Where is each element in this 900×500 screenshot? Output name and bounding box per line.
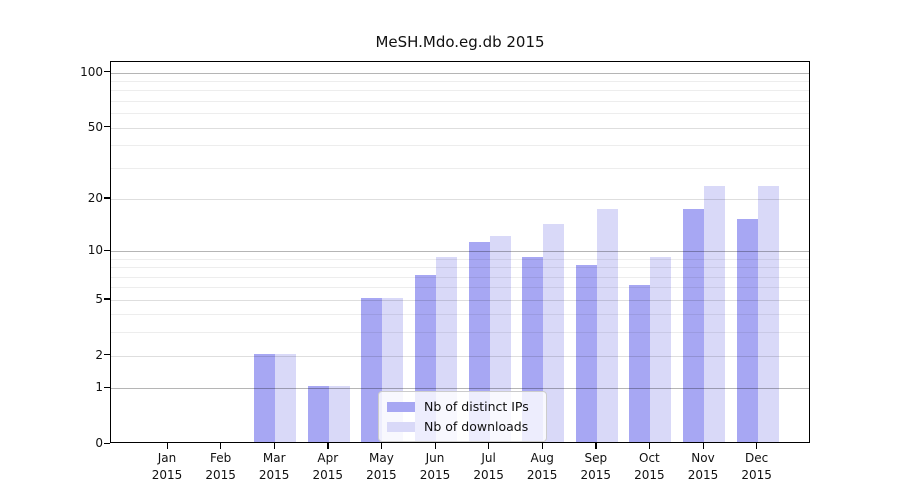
x-tick-label-dec: Dec 2015 [725,450,789,483]
bar-downloads-mar [275,353,297,442]
x-tick-year: 2015 [151,467,183,482]
bar-distinct-ips-sep [575,265,597,442]
y-tick-mark-1 [104,386,110,388]
y-tick-label-5: 5 [95,291,103,306]
y-tick-mark-100 [104,71,110,73]
x-tick-mark-jun [434,443,436,449]
x-tick-label-mar: Mar 2015 [242,450,306,483]
y-tick-label-100: 100 [80,64,103,79]
y-tick-mark-20 [104,197,110,199]
x-tick-year: 2015 [473,467,504,482]
x-tick-label-sep: Sep 2015 [564,450,628,483]
x-tick-year: 2015 [312,467,344,482]
x-tick-year: 2015 [205,467,236,482]
y-tick-label-50: 50 [87,119,103,134]
x-tick-year: 2015 [687,467,719,482]
bar-distinct-ips-oct [629,285,651,442]
bar-downloads-sep [596,209,618,442]
legend-item-distinct-ips: Nb of distinct IPs [387,399,536,414]
bar-distinct-ips-mar [254,353,276,442]
x-tick-mark-dec [756,443,758,449]
x-tick-year: 2015 [258,467,290,482]
x-tick-year: 2015 [526,467,558,482]
x-tick-mark-oct [648,443,651,449]
x-tick-label-jan: Jan 2015 [135,450,199,483]
y-tick-mark-0 [104,442,110,444]
y-tick-mark-10 [104,249,110,251]
y-tick-label-10: 10 [87,243,103,257]
bar-downloads-apr [328,386,350,442]
x-tick-label-jun: Jun 2015 [403,450,467,483]
bar-downloads-dec [757,186,779,442]
legend-swatch-distinct-ips [387,401,415,412]
bar-distinct-ips-dec [736,218,758,442]
x-tick-mark-sep [595,443,597,449]
x-tick-label-aug: Aug 2015 [510,450,574,483]
y-tick-label-0: 0 [95,436,103,450]
x-tick-mark-aug [541,443,543,449]
bar-downloads-jul [489,235,511,442]
bar-distinct-ips-may [361,297,383,442]
legend-item-downloads: Nb of downloads [387,419,536,434]
x-tick-label-feb: Feb 2015 [189,450,253,483]
y-tick-mark-50 [104,126,110,128]
legend-label-downloads: Nb of downloads [424,419,529,434]
y-tick-label-2: 2 [95,347,103,362]
x-tick-label-may: May 2015 [349,450,413,483]
legend: Nb of distinct IPs Nb of downloads [378,391,547,442]
x-tick-year: 2015 [366,467,397,482]
y-tick-mark-2 [104,354,110,356]
legend-swatch-downloads [387,421,415,432]
x-tick-label-jul: Jul 2015 [457,450,521,483]
bars-layer [111,62,809,442]
y-tick-mark-5 [104,298,110,300]
x-tick-mark-jul [488,443,490,449]
x-tick-mark-feb [220,443,222,449]
x-tick-mark-mar [273,443,275,449]
bar-downloads-aug [543,224,565,442]
x-tick-year: 2015 [741,467,772,482]
chart-title: MeSH.Mdo.eg.db 2015 [375,33,545,51]
x-tick-mark-may [380,443,383,449]
plot-area: Nb of distinct IPs Nb of downloads [110,61,810,443]
x-tick-label-oct: Oct 2015 [617,450,681,483]
x-tick-label-nov: Nov 2015 [671,450,735,483]
bar-distinct-ips-nov [683,209,704,442]
bar-downloads-oct [650,256,672,442]
y-tick-label-20: 20 [87,190,103,205]
x-tick-year: 2015 [419,467,451,482]
x-tick-mark-nov [702,443,704,449]
x-tick-label-apr: Apr 2015 [296,450,360,483]
bar-distinct-ips-apr [307,386,329,442]
x-tick-mark-apr [327,443,329,449]
x-tick-mark-jan [166,443,168,449]
y-tick-label-1: 1 [95,380,103,395]
legend-label-distinct-ips: Nb of distinct IPs [424,399,529,414]
x-tick-year: 2015 [580,467,612,482]
bar-downloads-nov [704,186,725,442]
x-tick-year: 2015 [634,467,665,482]
